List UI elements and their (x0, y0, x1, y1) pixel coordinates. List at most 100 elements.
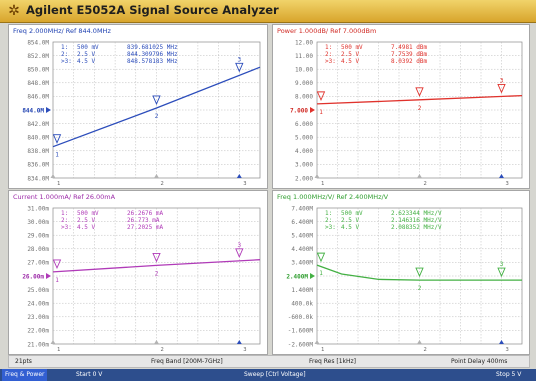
current-chart: 31.00m 30.00m 29.00m 28.00m 27.00m 26.00m 25.0… (22, 205, 261, 353)
window-title: Agilent E5052A Signal Source Analyzer (26, 3, 279, 17)
x-marker-tick-icon (417, 340, 422, 344)
y-tick-label: 4.400M (291, 246, 313, 253)
point-delay-button[interactable]: Point Delay 400ms (451, 358, 508, 365)
y-tick-label: 1.400M (291, 287, 313, 294)
marker-triangle-icon (152, 95, 161, 106)
x-marker-tick-icon (50, 340, 56, 344)
readout-voltage: 500 mV (77, 44, 99, 51)
y-tick-label: 838.0M (27, 148, 49, 155)
y-tick-label: 852.0M (27, 53, 49, 60)
x-marker-tick-icon (314, 174, 320, 178)
trace-line (316, 264, 522, 281)
x-marker-number: 3 (506, 181, 509, 187)
readout-voltage: 2.5 V (341, 51, 359, 58)
marker-label: 1 (319, 270, 323, 277)
readout-value: 2.623344 MHz/V (391, 210, 442, 217)
x-marker-number: 2 (161, 181, 164, 187)
panel-header: Freq 1.000MHz/V/ Ref 2.400MHz/V (277, 193, 389, 201)
freq-trace-panel[interactable]: Freq 2.000MHz/ Ref 844.0MHz 854.0M 852.0M… (8, 24, 268, 189)
marker-triangle-icon (235, 62, 244, 73)
trace-line (52, 66, 261, 148)
marker-triangle-icon (152, 252, 161, 263)
marker-label: 1 (55, 277, 59, 284)
y-tick-label: -2.600M (288, 341, 314, 348)
readout-value: 844.309796 MHz (127, 51, 178, 58)
status-bar: Freq & Power Start 0 V Sweep [Ctrl Volta… (0, 369, 536, 381)
mode-indicator[interactable]: Freq & Power (2, 369, 48, 381)
freq-sensitivity-chart: 7.400M 6.400M 5.400M 4.400M 3.400M 2.400M 1.40… (286, 205, 523, 353)
readout-marker-number: >3: (325, 58, 336, 65)
y-tick-label: 5.400M (291, 233, 313, 240)
y-tick-label: 8.000 (295, 94, 313, 101)
y-tick-label: 25.00m (27, 287, 49, 294)
readout-voltage: 4.5 V (341, 224, 359, 231)
panel-header: Freq 2.000MHz/ Ref 844.0MHz (13, 27, 111, 35)
marker-triangle-icon (52, 259, 62, 270)
freq-band-button[interactable]: Freq Band [200M-7GHz] (151, 358, 223, 365)
readout-voltage: 4.5 V (341, 58, 359, 65)
marker-label: 3 (500, 77, 504, 84)
power-chart: 12.00 11.00 10.00 9.000 8.000 7.000 6.000 5.000… (290, 39, 523, 187)
marker-label: 2 (155, 113, 159, 120)
points-button[interactable]: 21pts (15, 358, 32, 365)
trace-line (316, 94, 523, 105)
x-marker-tick-icon (499, 340, 504, 344)
power-trace-panel[interactable]: Power 1.000dB/ Ref 7.000dBm 12.00 11.00 10… (272, 24, 530, 189)
y-tick-label: -1.600M (288, 328, 314, 335)
marker-triangle-icon (316, 91, 326, 102)
y-tick-label: 836.0M (27, 162, 49, 169)
readout-value: 8.0392 dBm (391, 58, 428, 65)
x-marker-number: 2 (161, 347, 164, 353)
x-marker-number: 2 (424, 181, 427, 187)
x-marker-number: 1 (57, 181, 60, 187)
sun-icon: ✲ (8, 3, 20, 19)
y-tick-label: 7.400M (291, 205, 313, 212)
y-tick-label: 22.00m (27, 328, 49, 335)
x-marker-number: 3 (243, 347, 246, 353)
marker-label: 3 (500, 261, 504, 268)
readout-value: 26.2676 mA (127, 210, 164, 217)
readout-voltage: 500 mV (341, 44, 363, 51)
readout-marker-number: 2: (61, 51, 68, 58)
readout-marker-number: >3: (325, 224, 336, 231)
freq-chart: 854.0M 852.0M 850.0M 848.0M 846.0M 844.0M 842.… (22, 39, 261, 187)
readout-marker-number: 1: (325, 210, 332, 217)
freq-res-button[interactable]: Freq Res [1kHz] (309, 358, 357, 365)
marker-label: 3 (237, 242, 241, 249)
y-tick-label: 840.0M (27, 135, 49, 142)
y-tick-label: 834.0M (27, 175, 49, 182)
x-marker-number: 1 (321, 181, 324, 187)
y-tick-label: 26.00m (22, 273, 44, 280)
y-tick-label: 5.000 (295, 135, 313, 142)
readout-value: 2.088352 MHz/V (391, 224, 442, 231)
y-tick-label: 842.0M (27, 121, 49, 128)
marker-triangle-icon (52, 134, 62, 144)
readout-marker-number: 1: (61, 44, 68, 51)
sweep-stop: Stop 5 V (496, 371, 522, 378)
y-tick-label: 9.000 (295, 80, 313, 87)
softkey-info-bar: 21pts Freq Band [200M-7GHz] Freq Res [1k… (8, 355, 530, 368)
readout-marker-number: 1: (325, 44, 332, 51)
readout-value: 27.2025 mA (127, 224, 164, 231)
readout-voltage: 2.5 V (77, 51, 95, 58)
marker-label: 3 (237, 56, 241, 63)
x-marker-tick-icon (236, 340, 242, 344)
y-tick-label: 848.0M (27, 80, 49, 87)
marker-triangle-icon (415, 87, 424, 97)
x-marker-tick-icon (314, 340, 320, 344)
marker-label: 2 (418, 285, 422, 292)
y-tick-label: 3.400M (291, 260, 313, 267)
readout-marker-number: >3: (61, 224, 72, 231)
x-marker-tick-icon (50, 174, 56, 178)
readout-marker-number: 2: (325, 217, 332, 224)
ref-arrow-icon (310, 107, 315, 113)
y-tick-label: 27.00m (27, 260, 49, 267)
y-tick-label: 850.0M (27, 67, 49, 74)
readout-voltage: 500 mV (341, 210, 363, 217)
y-tick-label: 4.000 (295, 148, 313, 155)
panel-header: Current 1.000mA/ Ref 26.00mA (13, 193, 116, 201)
y-tick-label: 3.000 (295, 162, 313, 169)
x-marker-tick-icon (236, 174, 242, 178)
freq-sensitivity-trace-panel[interactable]: Freq 1.000MHz/V/ Ref 2.400MHz/V 7.400M 6.… (272, 190, 530, 355)
current-trace-panel[interactable]: Current 1.000mA/ Ref 26.00mA 31.00m 30.00… (8, 190, 268, 355)
